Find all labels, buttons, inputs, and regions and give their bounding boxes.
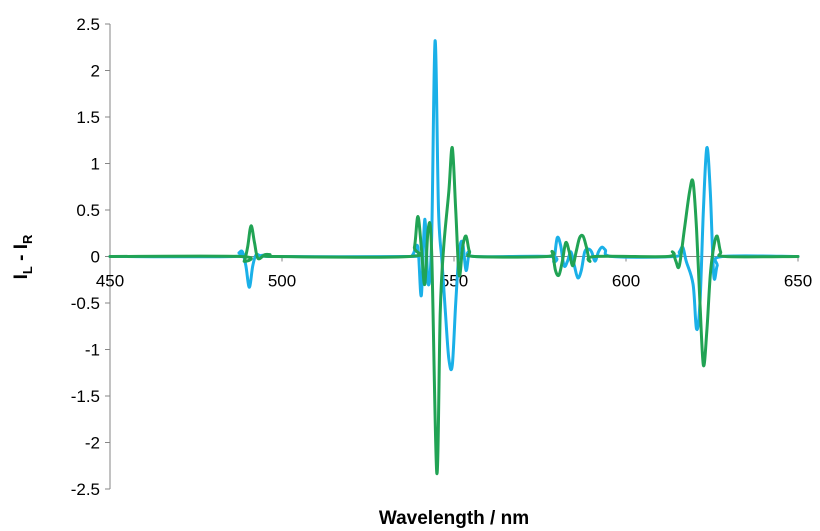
y-axis-title: IL - IR [11,234,35,279]
y-axis: 2.5 2 1.5 1 0.5 0 -0.5 -1 -1.5 -2 -2.5 [71,15,111,499]
y-tick-label: -2.5 [71,480,100,499]
y-tick-label: 0 [91,248,100,267]
y-tick-label: -0.5 [71,294,100,313]
y-tick-label: 2.5 [76,15,100,34]
y-tick-label: -1 [85,341,100,360]
y-tick-label: -1.5 [71,387,100,406]
y-axis-title-mid: - I [11,244,32,266]
y-tick-label: 0.5 [76,201,100,220]
x-tick-label: 450 [96,272,124,291]
x-axis-title: Wavelength / nm [379,508,529,529]
series-layer [108,39,800,475]
x-axis: 450 500 550 600 650 [96,256,812,291]
x-tick-label: 500 [268,272,296,291]
y-tick-label: -2 [85,434,100,453]
x-tick-label: 600 [612,272,640,291]
y-tick-label: 1.5 [76,108,100,127]
y-axis-title-sub2: R [20,234,35,244]
y-axis-title-main: I [11,274,32,279]
y-tick-label: 1 [91,155,100,174]
series-line-2 [108,146,800,475]
y-axis-title-sub1: L [20,266,35,274]
y-tick-label: 2 [91,62,100,81]
x-tick-label: 650 [784,272,812,291]
